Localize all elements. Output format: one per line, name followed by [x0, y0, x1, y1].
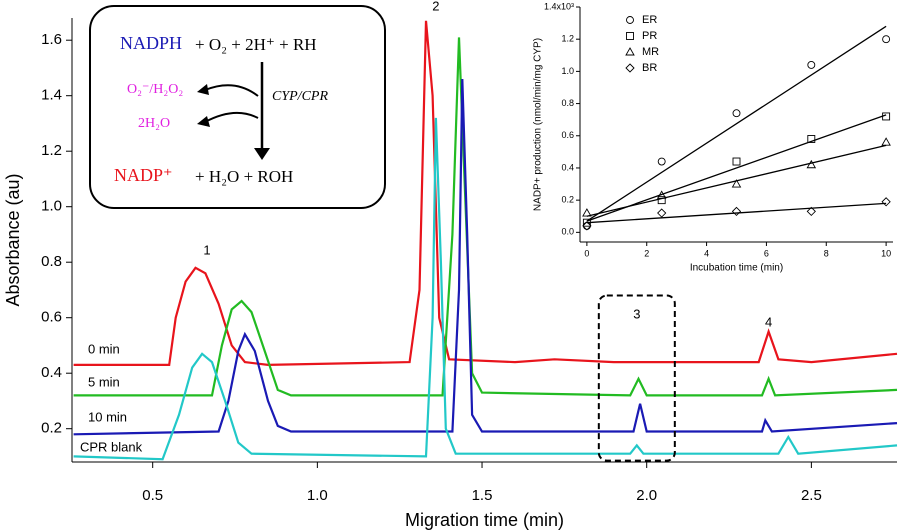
marker: [731, 206, 742, 217]
fit-line: [586, 114, 887, 222]
y-tick-label: 1.2: [41, 142, 62, 159]
x-tick-label: 1.5: [472, 487, 493, 504]
reactants: + O₂ + 2H⁺ + RH: [195, 35, 317, 54]
peak-label: 2: [432, 0, 439, 13]
x-tick-label: 0: [584, 248, 589, 258]
y-tick-label: 1.0: [41, 198, 62, 215]
trace: [73, 78, 898, 436]
side-arrow: [204, 84, 259, 97]
enzyme: CYP/CPR: [272, 89, 328, 104]
y-tick-label: 0.4: [561, 162, 574, 172]
products: + H₂O + ROH: [195, 167, 293, 186]
x-tick-label: 2: [644, 248, 649, 258]
x-tick-label: 0.5: [142, 487, 163, 504]
x-axis-label: Migration time (min): [405, 510, 564, 530]
y-tick-label: 0.4: [41, 364, 62, 381]
y-tick-label: 0.6: [41, 309, 62, 326]
marker: [626, 16, 634, 24]
product: NADP⁺: [114, 165, 173, 185]
marker: [731, 179, 742, 188]
x-tick-label: 2.0: [636, 487, 657, 504]
legend-label: BR: [642, 62, 657, 74]
fit-line: [586, 202, 887, 224]
x-axis-label: Incubation time (min): [690, 263, 783, 274]
x-tick-label: 10: [881, 248, 891, 258]
inset-bg: [510, 0, 898, 282]
x-tick-label: 8: [824, 248, 829, 258]
marker: [582, 208, 592, 217]
peak-label: 4: [765, 315, 772, 330]
marker: [881, 137, 891, 146]
trace-label: 0 min: [88, 341, 120, 356]
reaction-frame: [89, 5, 386, 209]
legend-label: MR: [642, 46, 659, 58]
y-axis-label: Absorbance (au): [3, 173, 23, 306]
side-arrow: [204, 111, 259, 123]
side-product-1: O₂⁻/H₂O₂: [127, 82, 183, 97]
marker: [657, 208, 667, 218]
x-tick-label: 1.0: [307, 487, 328, 504]
trace-label: 10 min: [88, 409, 127, 424]
trace: [73, 37, 898, 397]
legend-label: ER: [642, 14, 657, 26]
marker: [732, 109, 741, 118]
arrow-head: [254, 148, 270, 160]
marker: [626, 32, 634, 40]
highlight-box: [597, 294, 676, 462]
marker: [657, 196, 666, 205]
x-tick-label: 4: [704, 248, 709, 258]
fit-line: [586, 25, 887, 222]
y-tick-label: 0.8: [41, 253, 62, 270]
marker: [882, 35, 891, 44]
trace: [73, 20, 898, 367]
y-tick-label: 0.2: [561, 195, 574, 205]
y-tick-label: 1.4: [41, 87, 62, 104]
y-tick-label: 0.2: [41, 420, 62, 437]
trace: [73, 117, 898, 461]
x-tick-label: 6: [764, 248, 769, 258]
peak-label: 1: [203, 243, 210, 258]
marker: [625, 63, 635, 73]
y-tick-label: 1.0: [561, 66, 574, 76]
y-tick-label: 1.6: [41, 31, 62, 48]
side-product-2: 2H₂O: [138, 116, 170, 131]
x-tick-label: 2.5: [801, 487, 822, 504]
marker: [625, 47, 635, 56]
peak-label: 3: [633, 306, 640, 321]
reaction-box: NADPH + O₂ + 2H⁺ + RH O₂⁻/H₂O₂ 2H₂O CYP/…: [89, 5, 386, 209]
y-tick-label: 1.2: [561, 34, 574, 44]
marker: [732, 157, 741, 166]
y-tick-label: 0.6: [561, 130, 574, 140]
y-tick-label: 0.0: [561, 227, 574, 237]
y-axis-label: NADP+ production (nmol/min/mg CYP): [533, 38, 544, 211]
legend-label: PR: [642, 30, 657, 42]
trace-label: 5 min: [88, 374, 120, 389]
marker: [807, 135, 816, 143]
marker: [657, 157, 666, 166]
marker: [806, 206, 816, 217]
marker: [882, 112, 891, 121]
substrate: NADPH: [120, 33, 182, 53]
marker: [807, 60, 816, 69]
y-tick-label: 0.8: [561, 98, 574, 108]
arrow-head: [197, 84, 209, 95]
marker: [656, 190, 667, 199]
trace-label: CPR blank: [80, 439, 143, 454]
y-tick-label: 1.4x10³: [544, 1, 574, 11]
marker: [881, 197, 891, 207]
arrow-head: [197, 116, 210, 127]
marker: [582, 221, 592, 231]
marker: [806, 159, 817, 169]
